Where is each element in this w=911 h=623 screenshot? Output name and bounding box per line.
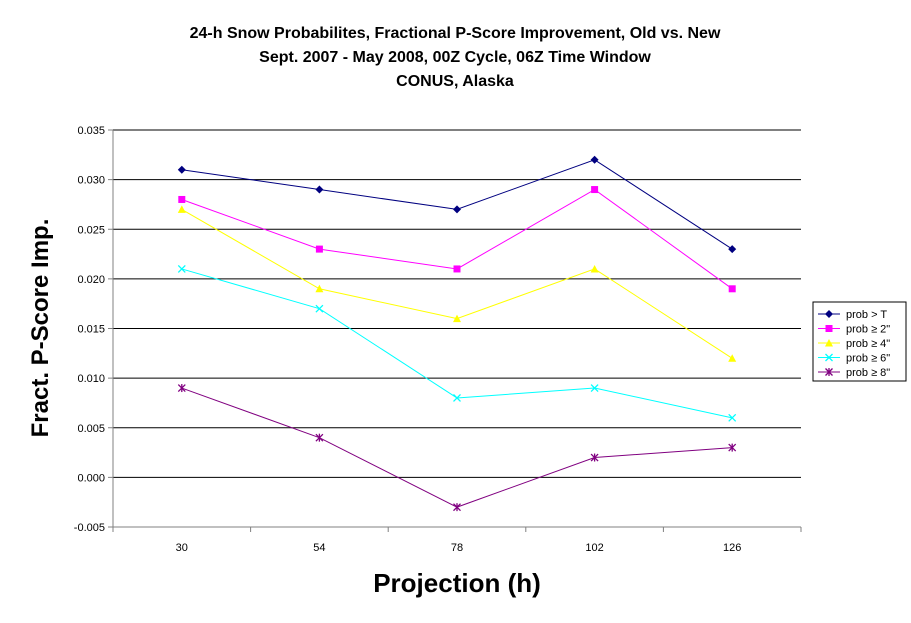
legend-label: prob > T — [846, 309, 887, 321]
data-point — [315, 304, 324, 313]
y-tick-label: 0.015 — [77, 324, 105, 336]
marker-shape — [177, 165, 186, 174]
marker-shape — [825, 353, 833, 362]
data-point — [590, 264, 599, 273]
marker-shape — [177, 205, 186, 213]
marker-shape — [728, 354, 737, 362]
series-line — [181, 387, 733, 508]
marker-shape — [728, 285, 736, 293]
marker-shape — [728, 245, 737, 254]
title-line-2: Sept. 2007 - May 2008, 00Z Cycle, 06Z Ti… — [259, 49, 651, 66]
data-point — [177, 205, 186, 213]
y-tick-label: 0.025 — [77, 224, 105, 236]
marker-shape — [315, 185, 324, 194]
marker-shape — [590, 264, 599, 273]
marker-shape — [590, 384, 599, 393]
y-tick-label: 0.030 — [77, 175, 105, 187]
legend-label: prob ≥ 8" — [846, 367, 890, 379]
data-point — [590, 453, 599, 462]
x-axis-title: Projection (h) — [373, 568, 541, 598]
marker-shape — [453, 265, 461, 273]
chart-title: 24-h Snow Probabilites, Fractional P-Sco… — [190, 25, 721, 90]
marker-shape — [591, 186, 599, 194]
title-line-1: 24-h Snow Probabilites, Fractional P-Sco… — [190, 25, 721, 42]
title-line-3: CONUS, Alaska — [396, 73, 514, 90]
marker-shape — [177, 264, 186, 273]
marker-shape — [453, 314, 461, 323]
legend-swatch-marker — [825, 310, 833, 318]
marker-shape — [315, 245, 323, 253]
series-line — [181, 268, 733, 419]
data-point — [453, 205, 461, 214]
data-point — [315, 284, 324, 293]
x-tick-label: 54 — [313, 542, 325, 554]
marker-shape — [315, 304, 324, 313]
plot-area: 0.035 0.030 0.025 0.020 0.015 0.010 0.005 0.000… — [74, 125, 802, 554]
y-tick-label: 0.035 — [77, 125, 105, 137]
x-tick-label: 78 — [451, 542, 463, 554]
legend-swatch-marker — [825, 325, 833, 332]
legend-label: prob ≥ 2" — [846, 324, 890, 336]
series-line — [181, 208, 733, 359]
data-point — [315, 433, 324, 442]
y-axis-title: Fract. P-Score Imp. — [27, 219, 54, 438]
marker-shape — [178, 195, 186, 203]
data-point — [728, 413, 737, 422]
legend-label: prob ≥ 6" — [846, 353, 890, 365]
data-point — [728, 354, 737, 362]
marker-shape — [825, 310, 833, 318]
legend-swatch-marker — [825, 368, 833, 376]
data-point — [591, 186, 599, 194]
marker-shape — [825, 325, 833, 332]
y-tick-label: 0.000 — [77, 472, 105, 484]
x-tick-label: 102 — [585, 542, 603, 554]
data-point — [178, 195, 186, 203]
data-point — [590, 384, 599, 393]
data-point — [453, 314, 461, 323]
x-tick-label: 30 — [176, 542, 188, 554]
data-point — [177, 165, 186, 174]
y-tick-label: 0.010 — [77, 373, 105, 385]
data-point — [453, 394, 461, 402]
data-point — [315, 245, 323, 253]
marker-shape — [728, 413, 737, 422]
data-point — [728, 245, 737, 254]
legend-swatch-marker — [825, 353, 833, 362]
data-point — [728, 443, 737, 452]
series-line — [181, 188, 733, 290]
x-tick-label: 126 — [723, 542, 741, 554]
data-point — [177, 264, 186, 273]
data-point — [590, 155, 599, 164]
data-point — [177, 384, 186, 393]
data-point — [453, 265, 461, 273]
series-line — [181, 159, 733, 250]
legend-label: prob ≥ 4" — [846, 338, 890, 350]
marker-shape — [315, 284, 324, 293]
marker-shape — [590, 155, 599, 164]
legend: prob > T prob ≥ 2" prob ≥ 4" prob ≥ 6" prob … — [812, 301, 907, 382]
marker-shape — [453, 205, 461, 214]
marker-shape — [453, 394, 461, 402]
y-tick-label: 0.020 — [77, 274, 105, 286]
data-point — [728, 285, 736, 293]
data-point — [315, 185, 324, 194]
legend-swatch-marker — [825, 339, 833, 347]
y-tick-label: -0.005 — [74, 522, 105, 534]
marker-shape — [825, 339, 833, 347]
data-point — [453, 503, 461, 512]
y-tick-label: 0.005 — [77, 423, 105, 435]
